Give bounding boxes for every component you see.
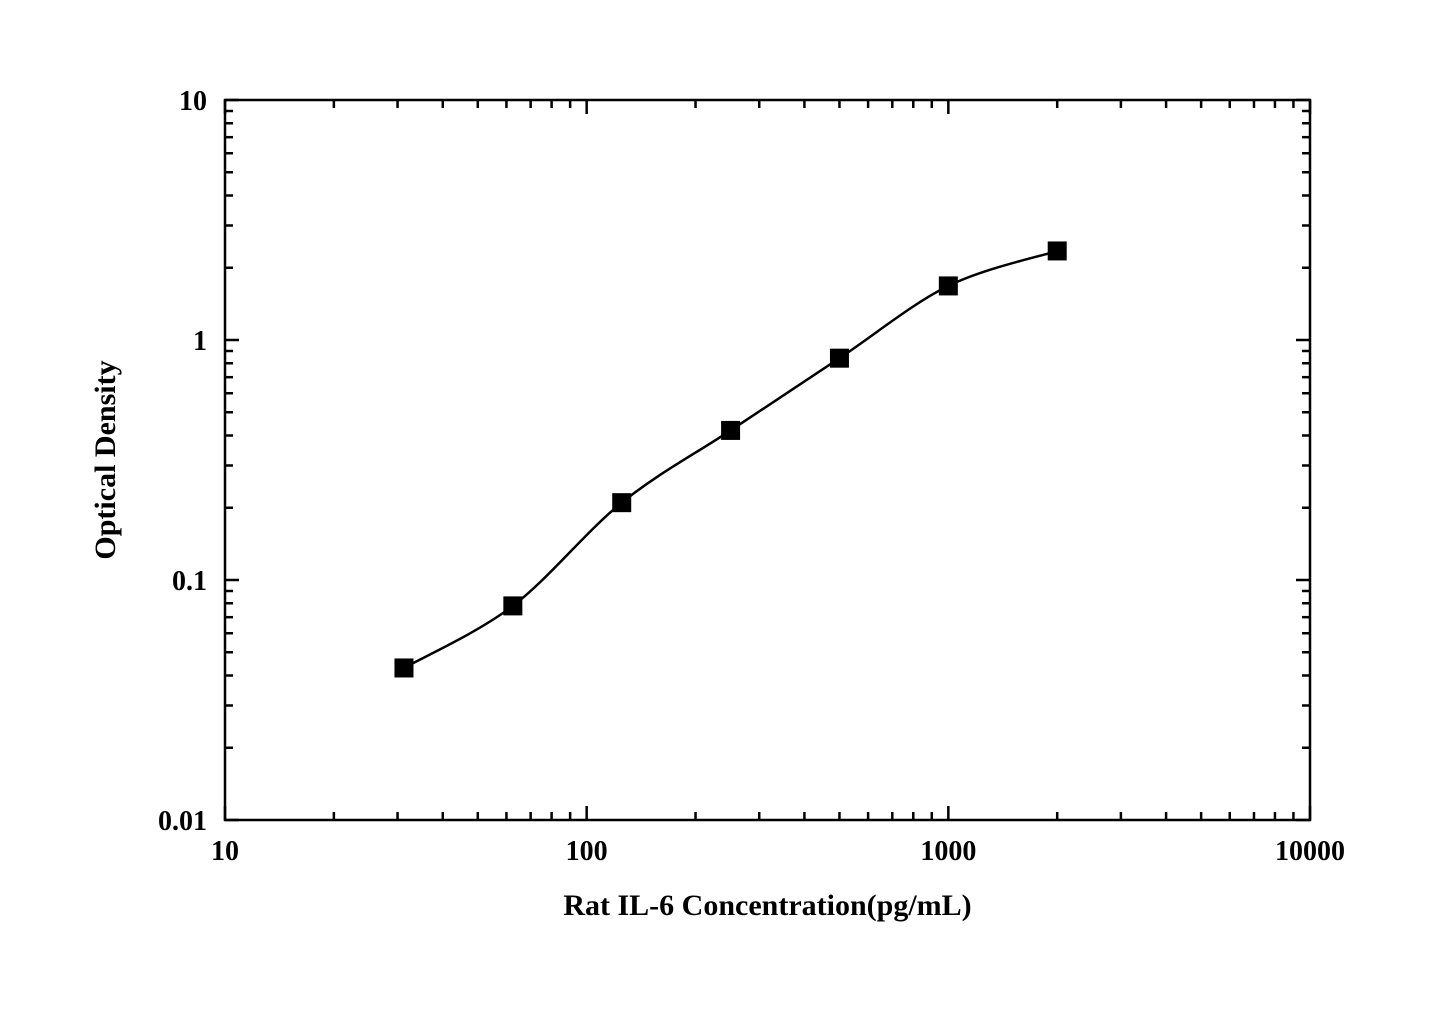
chart-svg: 10 100 1000 10000 0.01 0.1 1 10 Rat IL-6 Concent… — [0, 0, 1445, 1009]
x-tick-label: 1000 — [920, 836, 976, 867]
data-marker — [395, 659, 413, 677]
data-marker — [939, 277, 957, 295]
x-tick-label: 10 — [211, 836, 239, 867]
y-tick-label: 0.01 — [158, 806, 207, 837]
data-marker — [1048, 242, 1066, 260]
y-tick-label: 1 — [193, 326, 207, 357]
data-marker — [830, 349, 848, 367]
y-axis-label: Optical Density — [89, 360, 122, 559]
y-tick-label: 10 — [179, 86, 207, 117]
y-tick-label: 0.1 — [172, 566, 207, 597]
chart-container: 10 100 1000 10000 0.01 0.1 1 10 Rat IL-6 Concent… — [0, 0, 1445, 1009]
x-axis-label: Rat IL-6 Concentration(pg/mL) — [563, 889, 971, 922]
data-marker — [504, 597, 522, 615]
x-tick-label: 100 — [566, 836, 608, 867]
x-tick-label: 10000 — [1275, 836, 1345, 867]
data-marker — [613, 494, 631, 512]
data-marker — [722, 421, 740, 439]
